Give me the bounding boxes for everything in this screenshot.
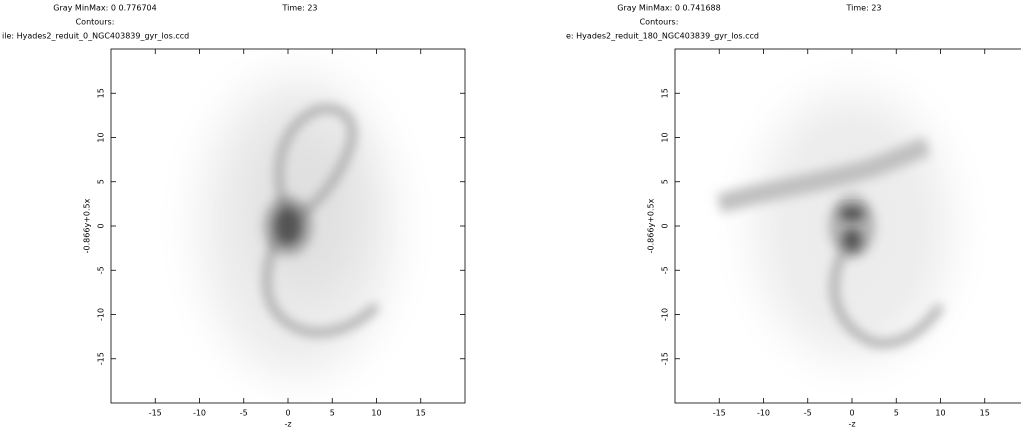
- y-tick-label: 5: [661, 179, 670, 184]
- x-tick-label: -5: [240, 409, 248, 418]
- y-tick-label: 5: [97, 179, 106, 184]
- y-tick-label: -10: [661, 308, 670, 321]
- y-tick-label: 10: [97, 132, 106, 142]
- x-tick-label: 5: [330, 409, 335, 418]
- y-tick-label: 10: [661, 132, 670, 142]
- x-tick-label: -10: [757, 409, 770, 418]
- x-tick-label: -5: [804, 409, 812, 418]
- x-tick-label: -10: [193, 409, 206, 418]
- file-name: ile: Hyades2_reduit_0_NGC403839_gyr_los.…: [2, 32, 189, 41]
- y-tick-label: -15: [661, 352, 670, 365]
- y-tick-label: -10: [97, 308, 106, 321]
- panel: Gray MinMax: 0 0.741688 Time: 23 Contours:…: [566, 4, 1021, 429]
- x-tick-label: 0: [285, 409, 290, 418]
- x-tick-label: -15: [713, 409, 726, 418]
- y-axis-label: -0.866y+0.5x: [83, 198, 92, 253]
- time: Time: 23: [846, 4, 882, 13]
- y-tick-label: 15: [661, 88, 670, 98]
- y-tick-label: -5: [661, 266, 670, 274]
- x-tick-label: 15: [416, 409, 426, 418]
- x-axis-label: -z: [284, 420, 291, 429]
- y-tick-label: -5: [97, 266, 106, 274]
- density-image: [716, 93, 950, 359]
- file-name: e: Hyades2_reduit_180_NGC403839_gyr_los.…: [566, 32, 759, 41]
- y-tick-label: 0: [661, 223, 670, 228]
- time: Time: 23: [282, 4, 318, 13]
- y-tick-label: -15: [97, 352, 106, 365]
- y-tick-label: 0: [97, 223, 106, 228]
- panel: Gray MinMax: 0 0.776704 Time: 23 Contours:…: [2, 4, 466, 429]
- contours: Contours:: [76, 18, 115, 27]
- contours: Contours:: [640, 18, 679, 27]
- x-tick-label: 10: [371, 409, 381, 418]
- density-image: [199, 75, 395, 377]
- gray-minmax: Gray MinMax: 0 0.741688: [617, 4, 720, 13]
- x-axis-label: -z: [848, 420, 855, 429]
- y-tick-label: 15: [97, 88, 106, 98]
- gray-minmax: Gray MinMax: 0 0.776704: [53, 4, 156, 13]
- x-tick-label: 15: [980, 409, 990, 418]
- x-tick-label: -15: [149, 409, 162, 418]
- x-tick-label: 10: [935, 409, 945, 418]
- x-tick-label: 5: [894, 409, 899, 418]
- x-tick-label: 0: [849, 409, 854, 418]
- y-axis-label: -0.866y+0.5x: [647, 198, 656, 253]
